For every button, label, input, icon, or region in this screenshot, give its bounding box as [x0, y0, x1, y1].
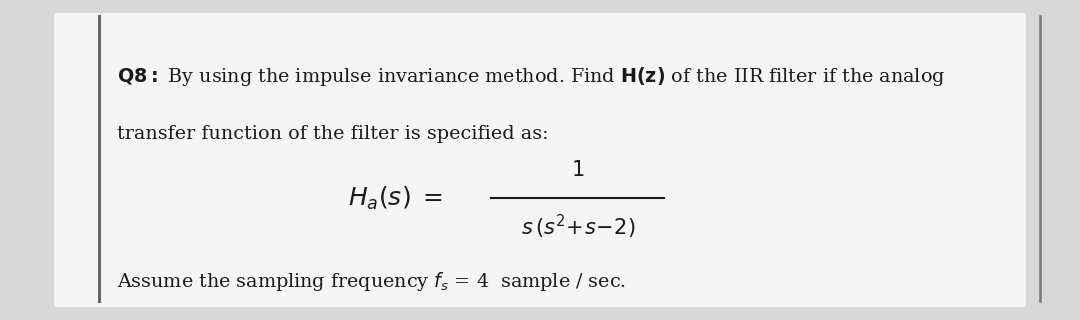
Text: $1$: $1$	[571, 160, 584, 180]
Text: $\mathbf{Q8:}$ By using the impulse invariance method. Find $\mathbf{H(z)}$ of t: $\mathbf{Q8:}$ By using the impulse inva…	[117, 65, 945, 88]
FancyBboxPatch shape	[54, 13, 1026, 307]
Text: transfer function of the filter is specified as:: transfer function of the filter is speci…	[117, 125, 549, 143]
Text: Assume the sampling frequency $f_s$ = 4  sample / sec.: Assume the sampling frequency $f_s$ = 4 …	[117, 270, 625, 293]
Text: $s\,(s^2\!+\!s\!-\!2)$: $s\,(s^2\!+\!s\!-\!2)$	[521, 213, 635, 241]
Text: $H_a(s)\;=$: $H_a(s)\;=$	[348, 185, 443, 212]
